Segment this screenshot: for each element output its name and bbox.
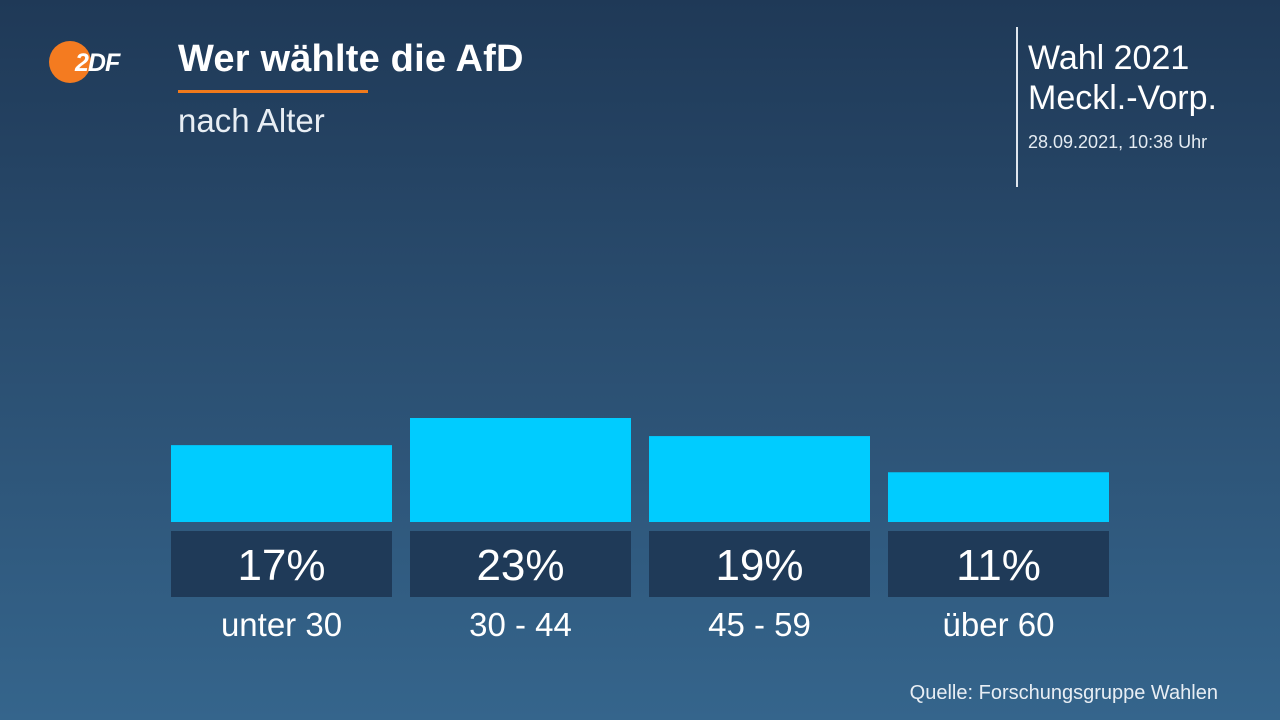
bar: [171, 445, 392, 522]
election-label: Wahl 2021 Meckl.-Vorp.: [1028, 38, 1217, 118]
data-label: 17%: [237, 541, 325, 590]
svg-text:2DF: 2DF: [74, 49, 121, 77]
bar: [649, 436, 870, 522]
timestamp: 28.09.2021, 10:38 Uhr: [1028, 132, 1208, 152]
page-title: Wer wählte die AfD: [178, 38, 524, 80]
page-subtitle: nach Alter: [178, 102, 325, 139]
category-label: 45 - 59: [708, 606, 811, 643]
bar: [888, 472, 1109, 522]
value-label-box: [888, 531, 1109, 597]
value-label-box: [649, 531, 870, 597]
zdf-logo-icon: 2DF: [49, 41, 122, 83]
data-label: 23%: [476, 541, 564, 590]
data-label: 11%: [956, 541, 1041, 590]
title-underline: [178, 90, 368, 93]
value-label-box: [410, 531, 631, 597]
source-note: Quelle: Forschungsgruppe Wahlen: [909, 682, 1218, 704]
election-name: Wahl 2021: [1028, 39, 1190, 77]
data-label: 19%: [715, 541, 803, 590]
header-divider: [1016, 27, 1018, 187]
bar: [410, 418, 631, 522]
value-label-box: [171, 531, 392, 597]
category-label: unter 30: [221, 606, 342, 643]
category-label: über 60: [943, 606, 1055, 643]
category-label: 30 - 44: [469, 606, 572, 643]
election-region: Meckl.-Vorp.: [1028, 79, 1217, 117]
